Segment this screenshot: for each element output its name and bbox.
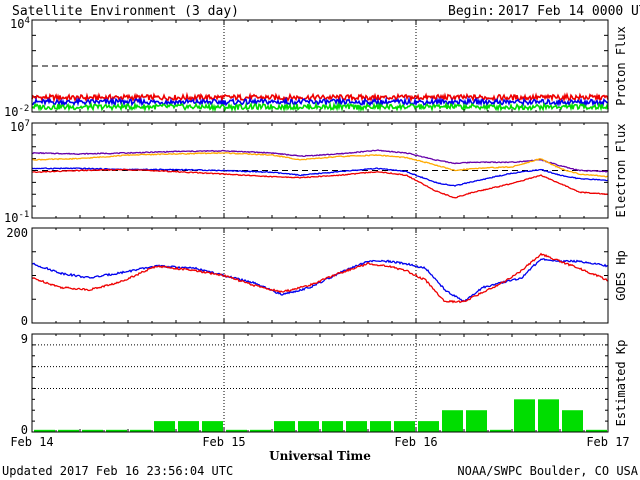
y-tick-label: 200	[6, 226, 28, 240]
y-tick-exponent: 4	[24, 16, 29, 26]
kp-bar	[322, 421, 343, 432]
kp-bar	[82, 429, 103, 432]
y-tick-label: 9	[21, 332, 28, 346]
y-tick-base: 10	[10, 120, 24, 134]
y-tick-label: 10-2	[4, 104, 29, 119]
kp-bar	[586, 429, 607, 432]
series-line-orange	[31, 151, 609, 178]
y-tick-exponent: -2	[18, 104, 29, 114]
series-line-green	[31, 101, 609, 113]
kp-bar	[346, 421, 367, 432]
y-tick-label: 104	[10, 16, 30, 31]
credit-text: NOAA/SWPC Boulder, CO USA	[457, 464, 638, 478]
panel-frame	[31, 227, 609, 324]
begin-value: 2017 Feb 14 0000 UTC	[498, 4, 640, 19]
kp-bar	[394, 421, 415, 432]
kp-bar	[418, 421, 439, 432]
x-axis-label: Universal Time	[269, 449, 371, 463]
kp-bar	[490, 429, 511, 432]
kp-bar	[274, 421, 295, 432]
series-line-red	[31, 252, 609, 304]
kp-bar	[226, 429, 247, 432]
series-line-red	[31, 168, 609, 199]
panel-ylabel: Proton Flux	[614, 26, 628, 105]
begin-label: Begin:	[448, 4, 495, 19]
y-tick-label: 10-1	[4, 210, 29, 225]
kp-bar	[178, 421, 199, 432]
kp-bar	[466, 410, 487, 432]
panel-frame	[31, 333, 609, 433]
y-tick-exponent: -1	[18, 210, 29, 220]
y-tick-base: 10	[10, 17, 24, 31]
kp-bar	[298, 421, 319, 432]
kp-bar	[130, 429, 151, 432]
kp-bar	[514, 399, 535, 432]
y-tick-label: 0	[21, 314, 28, 328]
kp-bar	[562, 410, 583, 432]
panel-frame	[31, 122, 609, 219]
chart-title: Satellite Environment (3 day)	[12, 4, 239, 19]
panel-hp: 200 0 GOES Hp	[6, 226, 628, 328]
kp-bar	[154, 421, 175, 432]
kp-bar	[34, 429, 55, 432]
panel-kp: 9 0 Estimated Kp	[21, 332, 628, 437]
kp-bar	[250, 429, 271, 432]
x-tick-label: Feb 17	[586, 435, 629, 449]
panel-frame	[31, 19, 609, 113]
kp-bar	[106, 429, 127, 432]
kp-bar	[370, 421, 391, 432]
y-tick-base: 10	[4, 211, 18, 225]
x-tick-label: Feb 14	[10, 435, 53, 449]
y-tick-label: 0	[21, 423, 28, 437]
panel-ylabel: Estimated Kp	[614, 340, 628, 427]
kp-bar	[538, 399, 559, 432]
y-tick-base: 10	[4, 105, 18, 119]
x-tick-label: Feb 15	[202, 435, 245, 449]
kp-bar	[442, 410, 463, 432]
panel-ylabel: GOES Hp	[614, 250, 628, 301]
kp-bar	[202, 421, 223, 432]
updated-timestamp: Updated 2017 Feb 16 23:56:04 UTC	[2, 464, 233, 478]
y-tick-label: 107	[10, 119, 30, 134]
series-line-purple	[31, 149, 609, 173]
panel-ylabel: Electron Flux	[614, 124, 628, 218]
x-tick-label: Feb 16	[394, 435, 437, 449]
y-tick-exponent: 7	[24, 119, 29, 129]
kp-bar	[58, 429, 79, 432]
